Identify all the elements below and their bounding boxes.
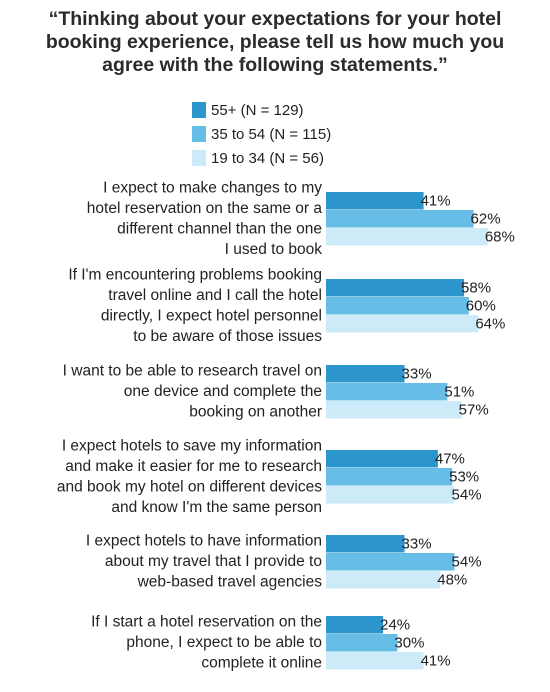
value-label-group-1-series-2: 62% <box>471 211 501 228</box>
category-label-2-line-4: to be aware of those issues <box>133 328 322 345</box>
bar-group-3-series-3 <box>326 401 462 419</box>
category-label-3-line-3: booking on another <box>189 404 322 421</box>
bar-group-1-series-2 <box>326 210 474 228</box>
value-label-group-4-series-2: 53% <box>449 469 479 486</box>
bar-group-4-series-1 <box>326 450 438 468</box>
bar-group-1-series-1 <box>326 192 424 210</box>
bar-group-4-series-3 <box>326 486 455 504</box>
category-label-1-line-2: hotel reservation on the same or a <box>87 200 323 217</box>
category-label-4-line-1: I expect hotels to save my information <box>62 437 322 454</box>
value-label-group-3-series-2: 51% <box>444 384 474 401</box>
value-label-group-5-series-2: 54% <box>452 554 482 571</box>
legend-item-19-to-34: 19 to 34 (N = 56) <box>192 146 331 170</box>
category-label-4-line-4: and know I'm the same person <box>111 499 322 516</box>
category-label-3-line-1: I want to be able to research travel on <box>63 363 322 380</box>
bar-group-6-series-2 <box>326 634 398 652</box>
legend-item-55-plus: 55+ (N = 129) <box>192 98 331 122</box>
bar-group-1-series-3 <box>326 228 488 246</box>
bar-group-3-series-2 <box>326 383 448 401</box>
category-label-5-line-2: about my travel that I provide to <box>105 553 322 570</box>
value-label-group-6-series-1: 24% <box>380 617 410 634</box>
value-label-group-2-series-3: 64% <box>475 316 505 333</box>
value-label-group-6-series-2: 30% <box>394 635 424 652</box>
category-label-6-line-3: complete it online <box>201 655 322 672</box>
chart-title: “Thinking about your expectations for yo… <box>20 8 530 77</box>
value-label-group-1-series-1: 41% <box>421 193 451 210</box>
chart-title-line-1: “Thinking about your expectations for yo… <box>48 8 502 30</box>
bar-group-6-series-3 <box>326 652 424 670</box>
legend-label-19-to-34: 19 to 34 (N = 56) <box>211 149 324 167</box>
category-label-2-line-3: directly, I expect hotel personnel <box>101 307 322 324</box>
value-label-group-2-series-1: 58% <box>461 280 491 297</box>
chart-legend: 55+ (N = 129) 35 to 54 (N = 115) 19 to 3… <box>192 98 331 170</box>
value-label-group-4-series-1: 47% <box>435 451 465 468</box>
legend-swatch-35-to-54 <box>192 126 206 142</box>
legend-swatch-55-plus <box>192 102 206 118</box>
bar-group-3-series-1 <box>326 365 405 383</box>
category-label-6-line-1: If I start a hotel reservation on the <box>91 614 322 631</box>
bar-group-2-series-1 <box>326 279 465 297</box>
category-label-4-line-2: and make it easier for me to research <box>65 458 322 475</box>
value-label-group-3-series-1: 33% <box>402 366 432 383</box>
category-label-1-line-3: different channel than the one <box>117 220 322 237</box>
value-label-group-4-series-3: 54% <box>452 487 482 504</box>
value-label-group-3-series-3: 57% <box>459 402 489 419</box>
bar-group-5-series-3 <box>326 571 441 589</box>
bar-group-5-series-1 <box>326 535 405 553</box>
category-label-2-line-2: travel online and I call the hotel <box>108 287 322 304</box>
category-label-5-line-3: web-based travel agencies <box>137 574 323 591</box>
value-label-group-2-series-2: 60% <box>466 298 496 315</box>
category-label-6-line-2: phone, I expect to be able to <box>126 634 322 651</box>
category-label-4-line-3: and book my hotel on different devices <box>57 478 322 495</box>
bar-group-2-series-2 <box>326 297 469 315</box>
bar-group-4-series-2 <box>326 468 453 486</box>
bar-group-5-series-2 <box>326 553 455 571</box>
category-label-1-line-4: I used to book <box>225 241 323 258</box>
value-label-group-5-series-1: 33% <box>402 536 432 553</box>
legend-label-55-plus: 55+ (N = 129) <box>211 101 304 119</box>
chart-title-line-2: booking experience, please tell us how m… <box>45 31 505 53</box>
chart-title-line-3: agree with the following statements.” <box>102 54 448 76</box>
value-label-group-5-series-3: 48% <box>437 572 467 589</box>
legend-label-35-to-54: 35 to 54 (N = 115) <box>211 125 332 143</box>
bar-group-2-series-3 <box>326 315 479 333</box>
legend-swatch-19-to-34 <box>192 150 206 166</box>
legend-item-35-to-54: 35 to 54 (N = 115) <box>192 122 331 146</box>
bar-group-6-series-1 <box>326 616 384 634</box>
value-label-group-6-series-3: 41% <box>421 653 451 670</box>
category-label-5-line-1: I expect hotels to have information <box>86 533 322 550</box>
category-label-2-line-1: If I'm encountering problems booking <box>68 266 322 283</box>
category-label-3-line-2: one device and complete the <box>124 383 322 400</box>
value-label-group-1-series-3: 68% <box>485 229 515 246</box>
category-label-1-line-1: I expect to make changes to my <box>103 179 322 196</box>
